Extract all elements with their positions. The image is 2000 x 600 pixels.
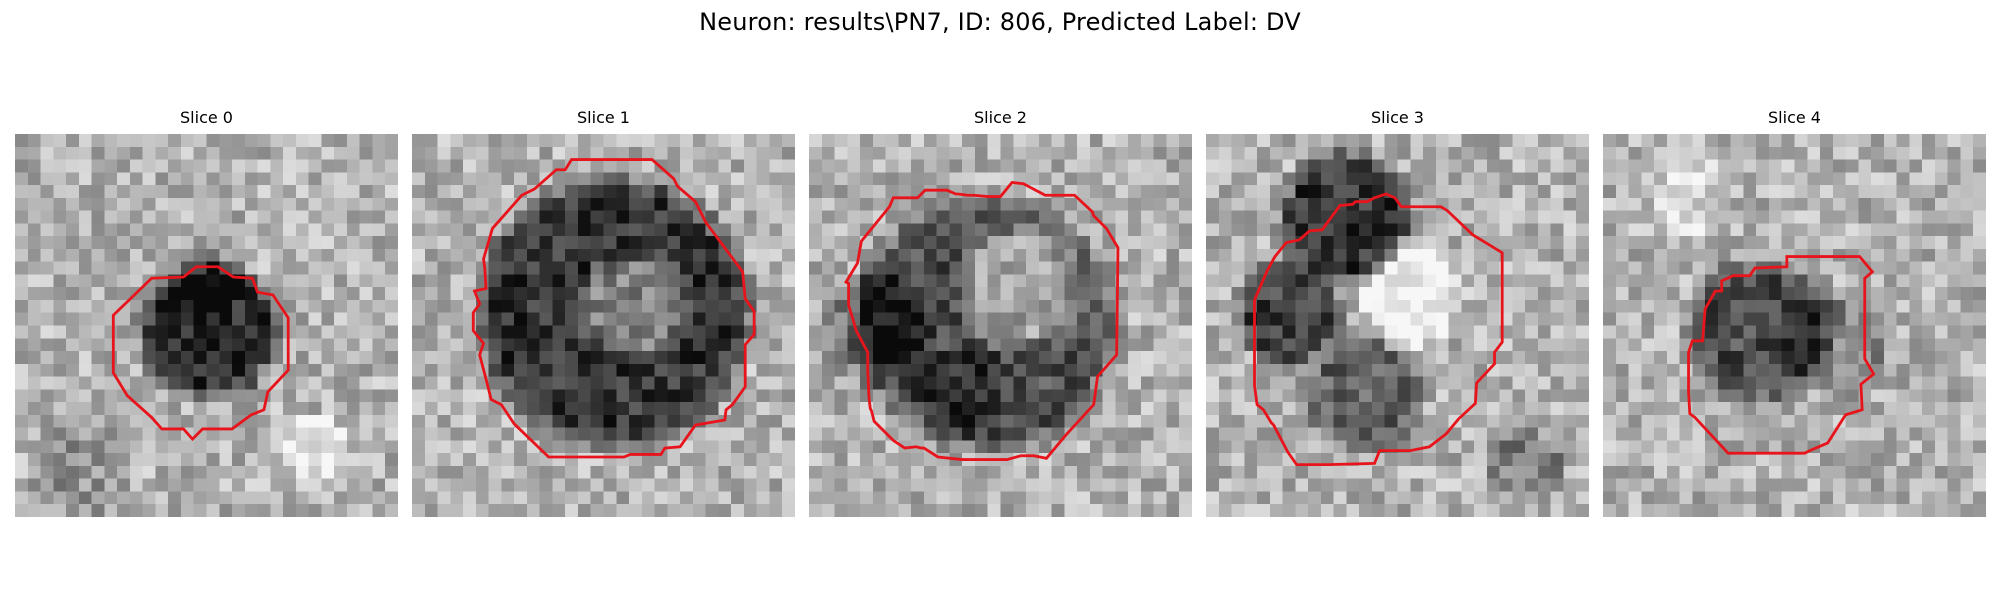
slice-pixels — [15, 134, 398, 517]
slice-pixels — [809, 134, 1192, 517]
neuron-contour — [471, 158, 756, 459]
slice-image — [809, 134, 1192, 517]
slice-panel-2: Slice 2 — [809, 108, 1192, 517]
slice-title: Slice 4 — [1768, 108, 1821, 127]
slice-pixels — [1206, 134, 1589, 517]
slice-panel-0: Slice 0 — [15, 108, 398, 517]
slice-title: Slice 3 — [1371, 108, 1424, 127]
neuron-contour — [844, 181, 1120, 461]
slice-title: Slice 2 — [974, 108, 1027, 127]
slice-image — [412, 134, 795, 517]
slice-title: Slice 0 — [180, 108, 233, 127]
slice-panel-4: Slice 4 — [1603, 108, 1986, 517]
slice-panel-1: Slice 1 — [412, 108, 795, 517]
slice-pixels — [1603, 134, 1986, 517]
figure-title: Neuron: results\PN7, ID: 806, Predicted … — [699, 8, 1301, 36]
slice-pixels — [412, 134, 795, 517]
slice-image — [1603, 134, 1986, 517]
neuron-contour — [1253, 192, 1504, 467]
slice-title: Slice 1 — [577, 108, 630, 127]
slice-image — [1206, 134, 1589, 517]
slice-panel-3: Slice 3 — [1206, 108, 1589, 517]
neuron-contour — [1687, 255, 1876, 455]
neuron-contour — [111, 265, 290, 442]
slice-image — [15, 134, 398, 517]
